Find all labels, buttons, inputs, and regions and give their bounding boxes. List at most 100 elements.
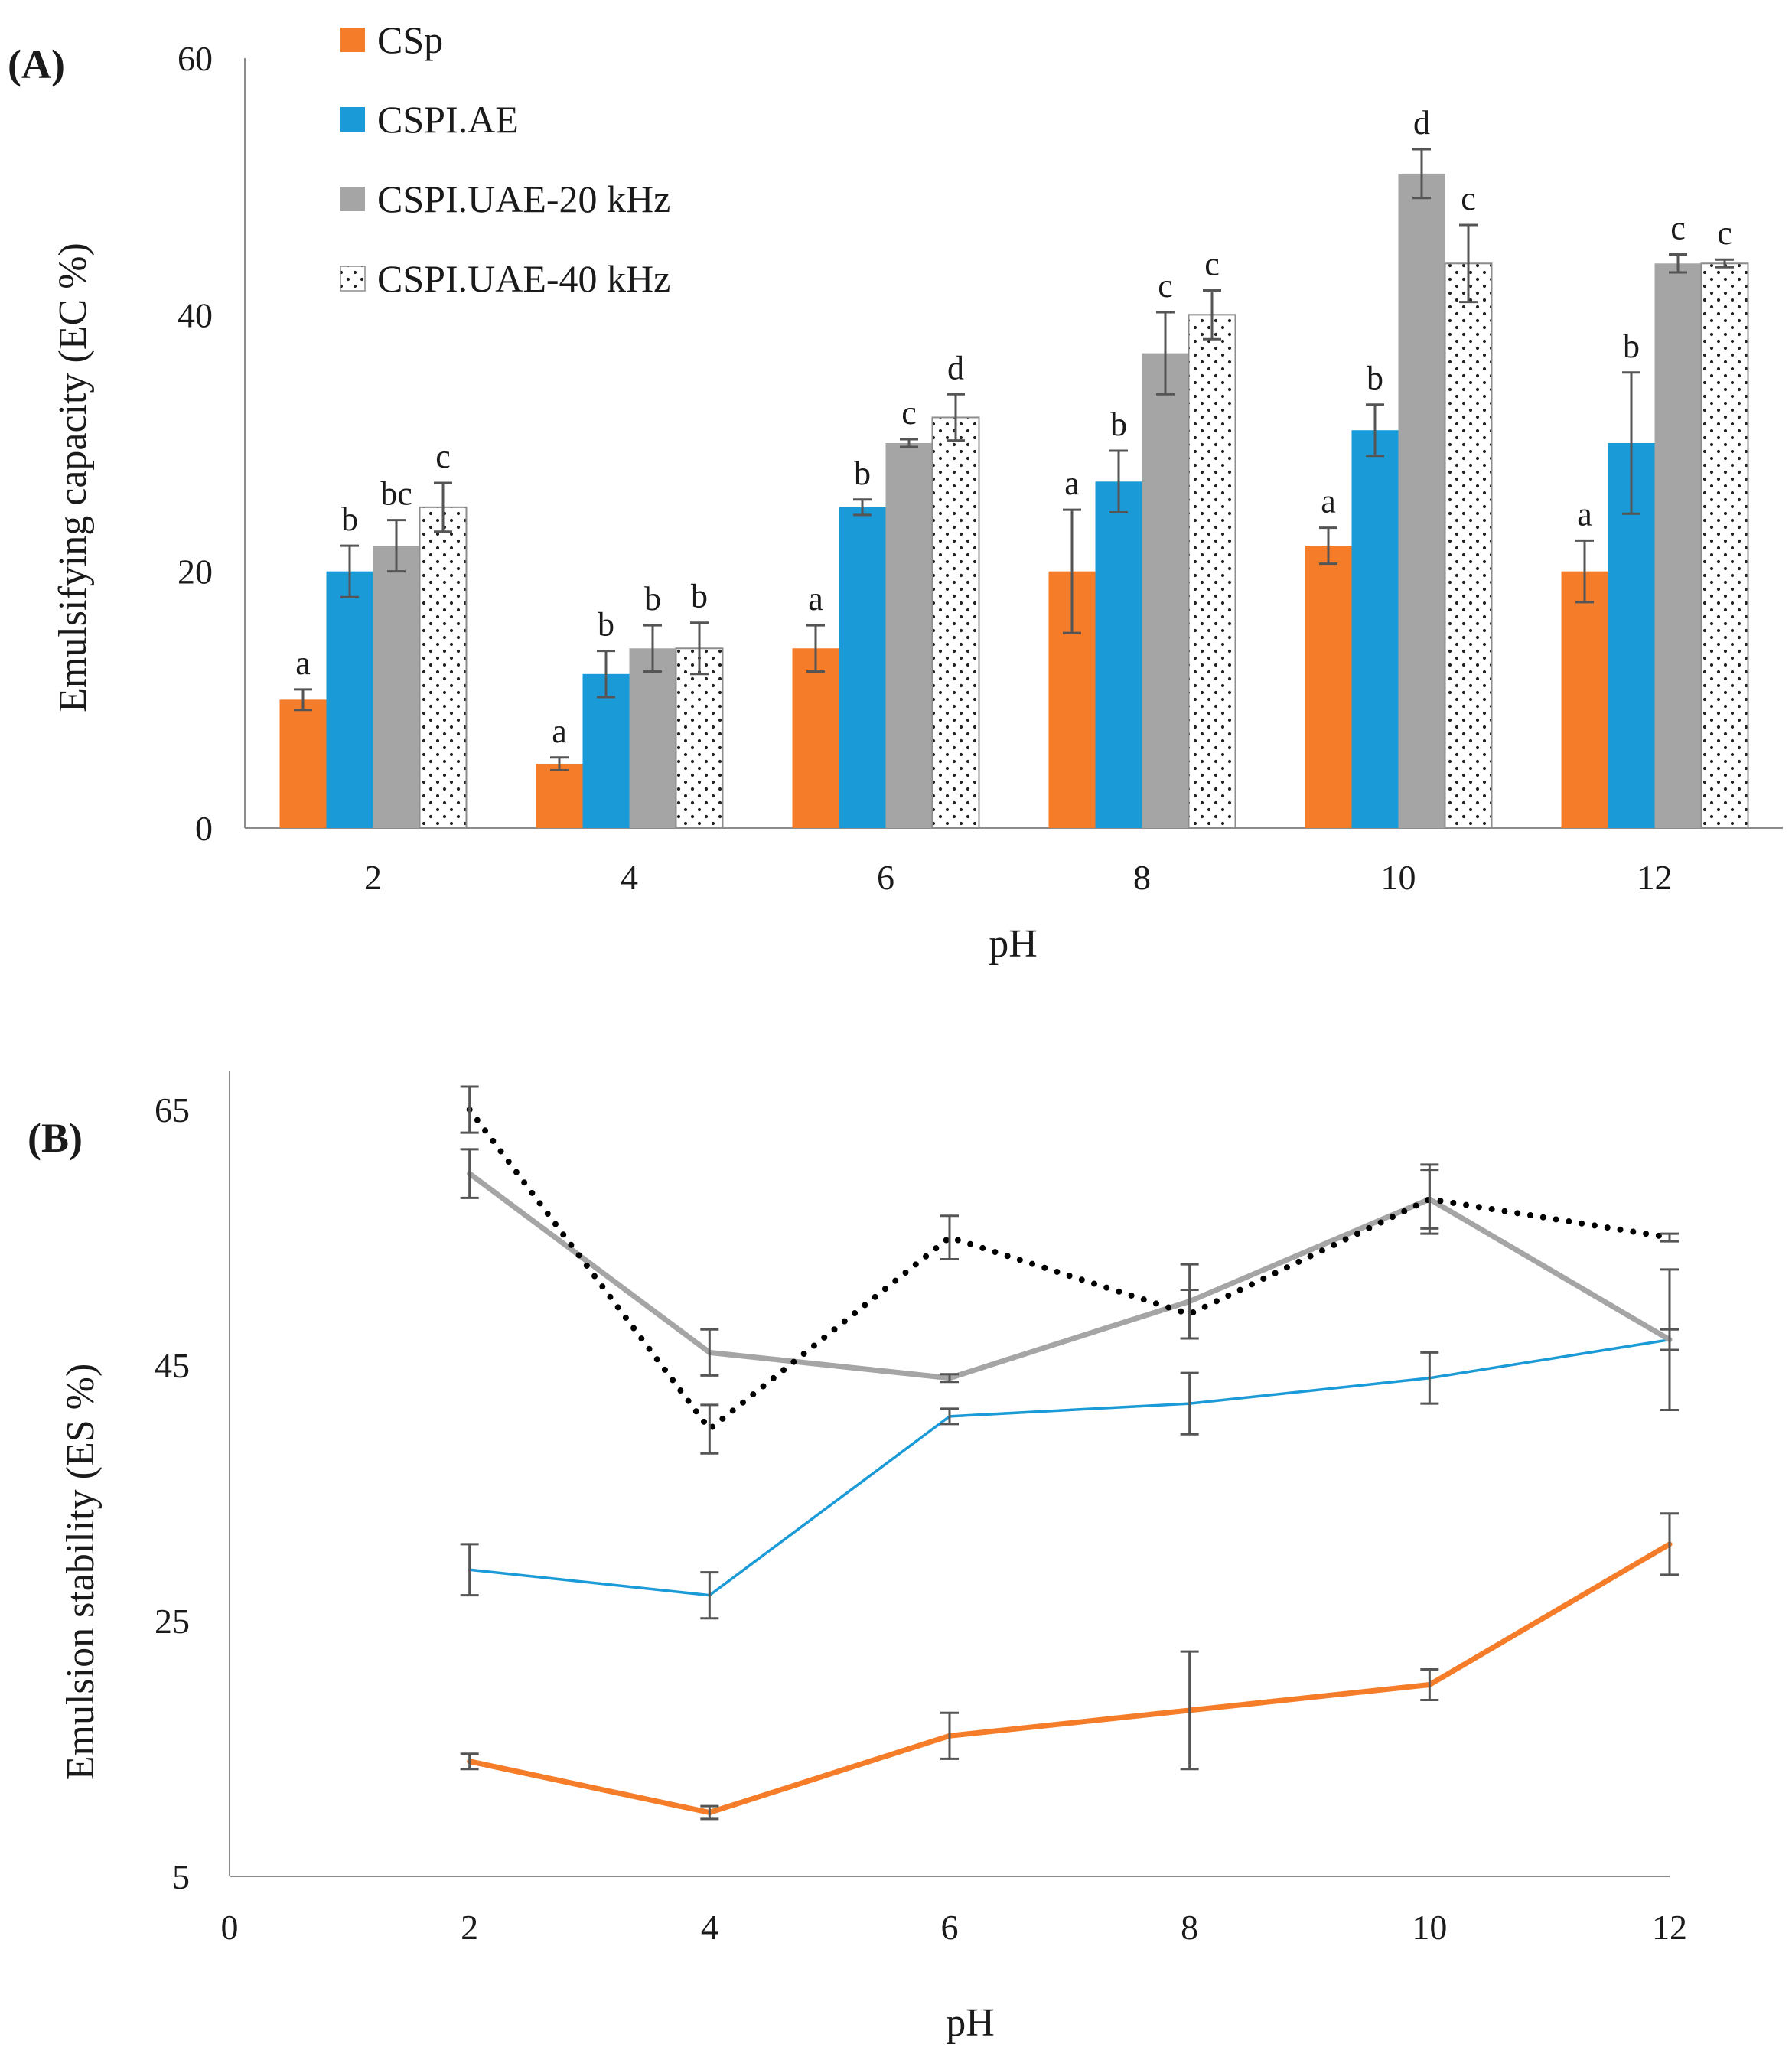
x-tick-label-a: 4	[621, 858, 638, 897]
y-tick-label-a: 60	[178, 39, 213, 78]
significance-letter: a	[1321, 483, 1336, 520]
bar-cspi-uae-20-khz-ph-6	[885, 443, 933, 828]
y-tick-label-b: 25	[155, 1602, 190, 1641]
significance-letter: c	[1670, 210, 1686, 247]
bar-csp-ph-12	[1561, 571, 1608, 828]
significance-letter: b	[691, 578, 708, 615]
x-axis-title-b: pH	[946, 2001, 995, 2045]
error-bar-cspi-ae-ph-8	[1180, 1371, 1199, 1436]
series-line-cspi-uae-20-khz	[467, 1171, 1673, 1381]
error-bar-cspi-ae-ph-2	[340, 544, 359, 598]
error-bar-cspi-uae-40-khz-ph-10	[1459, 223, 1478, 304]
error-bar-cspi-uae-40-khz-ph-6	[940, 1214, 959, 1260]
bar-cspi-uae-20-khz-ph-8	[1142, 353, 1189, 829]
bar-cspi-uae-40-khz-ph-2	[419, 506, 468, 829]
bar-cspi-ae-ph-2	[326, 571, 373, 828]
significance-letter: c	[435, 438, 451, 475]
error-bar-cspi-uae-40-khz-ph-12	[1715, 258, 1734, 269]
emulsion-stability-chart: (B) Emulsion stability (ES %) pH 5 25 45 65…	[28, 1071, 1687, 2045]
error-bar-cspi-ae-ph-6	[940, 1407, 959, 1426]
bar-cspi-ae-ph-8	[1095, 481, 1142, 828]
error-bar-csp-ph-6	[806, 624, 825, 673]
error-bar-cspi-uae-20-khz-ph-2	[460, 1148, 479, 1199]
y-tick-label-b: 45	[155, 1346, 190, 1385]
x-tick-label-a: 6	[877, 858, 894, 897]
y-tick-label-a: 20	[178, 553, 213, 592]
error-bar-cspi-uae-20-khz-ph-4	[700, 1328, 719, 1377]
bar-csp-ph-6	[792, 648, 839, 828]
error-bar-cspi-uae-40-khz-ph-12	[1660, 1232, 1679, 1243]
significance-letter: c	[1461, 180, 1476, 217]
y-tick-label-b: 65	[155, 1090, 190, 1130]
x-tick-label-a: 2	[364, 858, 382, 897]
error-bar-cspi-uae-20-khz-ph-2	[387, 519, 406, 573]
error-bar-cspi-uae-40-khz-ph-6	[947, 393, 965, 442]
error-bar-cspi-uae-20-khz-ph-12	[1660, 1328, 1679, 1351]
error-bar-cspi-uae-20-khz-ph-4	[643, 624, 662, 673]
significance-letter: b	[341, 500, 358, 538]
significance-letter: bc	[380, 475, 412, 513]
error-bar-cspi-ae-ph-2	[460, 1543, 479, 1597]
error-bar-csp-ph-4	[550, 756, 569, 772]
panel-label-a: (A)	[8, 41, 65, 87]
error-bar-csp-ph-8	[1180, 1650, 1199, 1771]
legend-label-cspi-uae-40-khz: CSPI.UAE-40 kHz	[377, 257, 670, 300]
bar-cspi-ae-ph-10	[1351, 430, 1399, 828]
x-tick-label-b: 6	[941, 1908, 959, 1947]
bar-cspi-uae-40-khz-ph-6	[931, 416, 980, 829]
bar-cspi-uae-40-khz-ph-12	[1700, 262, 1749, 829]
error-bar-csp-ph-8	[1063, 508, 1081, 634]
bar-cspi-uae-20-khz-ph-2	[373, 546, 420, 828]
significance-letter: b	[598, 606, 614, 644]
series-line-csp	[467, 1541, 1673, 1816]
legend-label-cspi-ae: CSPI.AE	[377, 98, 519, 141]
significance-letter: a	[295, 644, 311, 682]
error-bar-csp-ph-2	[460, 1752, 479, 1771]
bar-cspi-uae-20-khz-ph-4	[629, 648, 676, 828]
significance-letter: b	[1623, 328, 1640, 365]
bar-csp-ph-10	[1305, 546, 1352, 828]
legend-label-csp: CSp	[377, 18, 443, 61]
legend-label-cspi-uae-20-khz: CSPI.UAE-20 kHz	[377, 178, 670, 220]
significance-letter: c	[1717, 214, 1732, 252]
error-bar-cspi-ae-ph-4	[700, 1571, 719, 1620]
y-axis-title-b: Emulsion stability (ES %)	[59, 1364, 103, 1781]
error-bar-cspi-uae-20-khz-ph-12	[1669, 253, 1687, 274]
legend-swatch-cspi-ae	[340, 107, 365, 132]
error-bar-csp-ph-4	[700, 1804, 719, 1821]
x-tick-label-b: 4	[701, 1908, 718, 1947]
error-bar-cspi-ae-ph-6	[853, 498, 872, 517]
significance-letter: b	[1367, 360, 1383, 397]
error-bar-cspi-ae-ph-8	[1109, 449, 1128, 514]
x-tick-label-b: 0	[221, 1908, 239, 1947]
error-bar-csp-ph-2	[294, 688, 312, 712]
significance-letter: b	[644, 580, 661, 618]
x-tick-label-a: 8	[1133, 858, 1151, 897]
y-axis-title-a: Emulsifying capacity (EC %)	[51, 243, 95, 712]
emulsifying-capacity-chart: (A) Emulsifying capacity (EC %) pH 0 20 40…	[8, 18, 1783, 966]
bar-cspi-ae-ph-4	[582, 673, 630, 828]
error-bar-cspi-ae-ph-10	[1420, 1351, 1439, 1405]
significance-letter: a	[552, 712, 567, 750]
significance-letter: c	[1158, 267, 1173, 305]
bar-cspi-uae-20-khz-ph-12	[1654, 263, 1702, 828]
bar-cspi-uae-20-khz-ph-10	[1398, 173, 1445, 828]
significance-letter: a	[1577, 495, 1592, 533]
x-tick-label-b: 8	[1181, 1908, 1198, 1947]
series-line-cspi-uae-40-khz	[466, 1107, 1673, 1433]
error-bar-cspi-uae-40-khz-ph-8	[1203, 289, 1221, 341]
error-bar-cspi-ae-ph-10	[1366, 403, 1384, 458]
error-bar-cspi-uae-40-khz-ph-4	[690, 621, 709, 676]
x-tick-label-a: 12	[1637, 858, 1673, 897]
significance-letter: a	[1064, 465, 1080, 502]
y-tick-label-b: 5	[172, 1857, 190, 1896]
error-bar-cspi-uae-20-khz-ph-10	[1412, 148, 1431, 200]
x-tick-label-b: 10	[1412, 1908, 1447, 1947]
bar-cspi-uae-40-khz-ph-4	[675, 647, 724, 829]
significance-letter: c	[1204, 245, 1220, 282]
y-tick-label-a: 40	[178, 295, 213, 334]
error-bar-csp-ph-10	[1420, 1667, 1439, 1702]
significance-letter: b	[1110, 406, 1127, 443]
x-tick-label-a: 10	[1381, 858, 1416, 897]
